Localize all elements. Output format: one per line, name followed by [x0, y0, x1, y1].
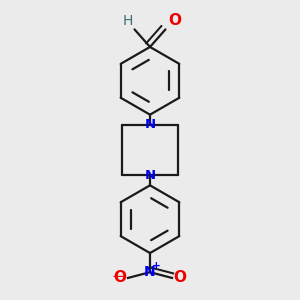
- Text: N: N: [144, 118, 156, 131]
- Text: O: O: [113, 270, 127, 285]
- Text: H: H: [123, 14, 133, 28]
- Text: O: O: [173, 270, 187, 285]
- Text: −: −: [111, 269, 124, 284]
- Text: O: O: [168, 13, 182, 28]
- Text: N: N: [144, 265, 156, 279]
- Text: N: N: [144, 169, 156, 182]
- Text: +: +: [152, 261, 161, 271]
